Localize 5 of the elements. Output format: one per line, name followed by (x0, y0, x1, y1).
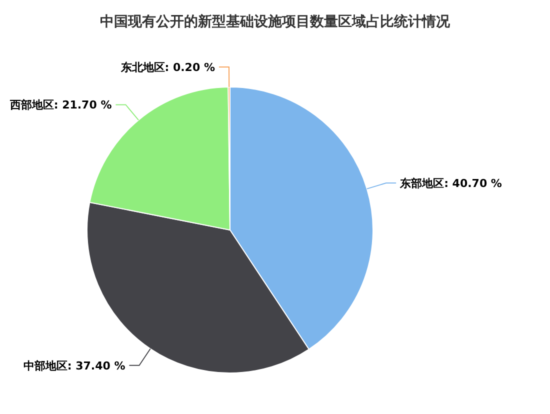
slice-label: 中部地区: 37.40 % (23, 359, 126, 372)
chart-title: 中国现有公开的新型基础设施项目数量区域占比统计情况 (100, 13, 451, 30)
slice-label: 东部地区: 40.70 % (399, 177, 502, 190)
slice-label: 东北地区: 0.20 % (120, 61, 215, 74)
slice-label: 西部地区: 21.70 % (8, 98, 112, 112)
